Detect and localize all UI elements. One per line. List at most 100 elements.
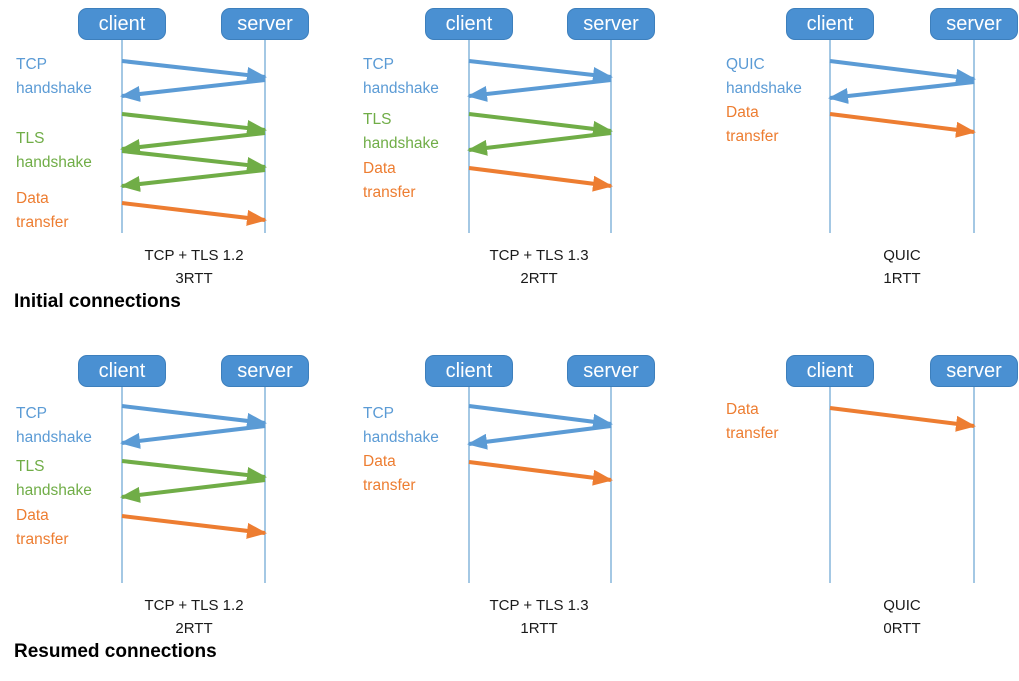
panel-caption-line: TCP + TLS 1.3 xyxy=(489,597,589,614)
phase-label: QUIC handshake xyxy=(726,53,802,100)
phase-label-line: Data xyxy=(363,160,396,177)
phase-label: TCP handshake xyxy=(363,53,439,100)
phase-label-line: handshake xyxy=(363,134,439,152)
message-arrow xyxy=(467,424,612,450)
message-arrow xyxy=(468,460,613,486)
message-arrow xyxy=(468,404,613,430)
actor-label: server xyxy=(946,360,1002,382)
actor-box-server: server xyxy=(930,355,1018,387)
message-arrow xyxy=(121,404,267,429)
phase-label-line: Data xyxy=(726,104,759,121)
phase-label: TLS handshake xyxy=(363,108,439,155)
panel-caption-line: 3RTT xyxy=(175,270,213,287)
message-arrow xyxy=(467,78,612,102)
panel-caption-line: TCP + TLS 1.2 xyxy=(144,597,244,614)
actor-box-server: server xyxy=(567,355,655,387)
phase-label-line: Data xyxy=(726,401,759,418)
actor-label: client xyxy=(806,360,854,382)
actor-box-client: client xyxy=(786,355,874,387)
phase-label-line: transfer xyxy=(363,183,416,201)
message-arrow xyxy=(121,59,267,83)
phase-label-line: transfer xyxy=(363,476,416,494)
message-arrow xyxy=(467,131,612,156)
panel-caption: TCP + TLS 1.2 3RTT xyxy=(144,244,243,290)
actor-label: server xyxy=(583,360,639,382)
message-arrow xyxy=(829,406,976,432)
actor-box-server: server xyxy=(221,355,309,387)
phase-label: Data transfer xyxy=(16,187,69,234)
message-arrow xyxy=(120,424,266,449)
phase-label-line: handshake xyxy=(16,79,92,97)
panel-caption-line: 2RTT xyxy=(520,270,558,287)
actor-box-client: client xyxy=(78,8,166,40)
message-arrow xyxy=(121,201,267,226)
phase-label-line: Data xyxy=(363,453,396,470)
phase-label-line: transfer xyxy=(16,213,69,231)
panel-caption: QUIC 0RTT xyxy=(883,594,921,640)
message-arrow xyxy=(120,78,266,102)
phase-label: Data transfer xyxy=(16,504,69,551)
phase-label-line: QUIC xyxy=(726,56,765,73)
actor-box-server: server xyxy=(930,8,1018,40)
phase-label: Data transfer xyxy=(363,450,416,497)
actor-box-client: client xyxy=(786,8,874,40)
phase-label-line: handshake xyxy=(363,79,439,97)
phase-label-line: TLS xyxy=(363,111,392,128)
phase-label: TCP handshake xyxy=(16,402,92,449)
actor-label: client xyxy=(445,13,493,35)
message-arrow xyxy=(468,112,613,137)
panel-caption: QUIC 1RTT xyxy=(883,244,921,290)
phase-label-line: TLS xyxy=(16,130,45,147)
message-arrow xyxy=(121,514,267,539)
message-arrow xyxy=(121,459,267,483)
actor-box-client: client xyxy=(425,8,513,40)
phase-label: Data transfer xyxy=(363,157,416,204)
panel-caption-line: QUIC xyxy=(883,247,921,264)
phase-label-line: TCP xyxy=(16,405,47,422)
phase-label-line: handshake xyxy=(726,79,802,97)
message-arrow xyxy=(829,59,976,85)
actor-label: server xyxy=(237,13,293,35)
panel-caption-line: 1RTT xyxy=(883,270,921,287)
actor-box-client: client xyxy=(78,355,166,387)
phase-label-line: TCP xyxy=(363,405,394,422)
phase-label: Data transfer xyxy=(726,101,779,148)
phase-label-line: TCP xyxy=(363,56,394,73)
panel-caption: TCP + TLS 1.2 2RTT xyxy=(144,594,243,640)
panel-caption-line: 1RTT xyxy=(520,620,558,637)
actor-label: client xyxy=(98,13,146,35)
actor-label: client xyxy=(98,360,146,382)
phase-label-line: handshake xyxy=(16,428,92,446)
phase-label: TCP handshake xyxy=(16,53,92,100)
phase-label-line: handshake xyxy=(16,481,92,499)
phase-label-line: TCP xyxy=(16,56,47,73)
panel-caption-line: QUIC xyxy=(883,597,921,614)
message-arrow xyxy=(120,478,266,503)
panel-caption: TCP + TLS 1.3 1RTT xyxy=(489,594,588,640)
message-arrow xyxy=(468,59,613,83)
phase-label: TCP handshake xyxy=(363,402,439,449)
phase-label-line: transfer xyxy=(16,530,69,548)
message-arrow xyxy=(120,131,266,155)
phase-label-line: handshake xyxy=(363,428,439,446)
phase-label-line: transfer xyxy=(726,424,779,442)
phase-label-line: handshake xyxy=(16,153,92,171)
message-arrow xyxy=(829,112,976,138)
actor-label: client xyxy=(806,13,854,35)
actor-box-client: client xyxy=(425,355,513,387)
actor-box-server: server xyxy=(221,8,309,40)
section-title-resumed-connections: Resumed connections xyxy=(14,641,217,662)
panel-caption-line: TCP + TLS 1.3 xyxy=(489,247,589,264)
phase-label-line: TLS xyxy=(16,458,45,475)
phase-label-line: Data xyxy=(16,190,49,207)
message-arrow xyxy=(120,168,266,192)
message-arrow xyxy=(828,80,975,104)
panel-caption-line: TCP + TLS 1.2 xyxy=(144,247,244,264)
panel-caption-line: 2RTT xyxy=(175,620,213,637)
message-arrow xyxy=(121,112,267,136)
section-title-initial-connections: Initial connections xyxy=(14,291,181,312)
actor-box-server: server xyxy=(567,8,655,40)
panel-caption-line: 0RTT xyxy=(883,620,921,637)
